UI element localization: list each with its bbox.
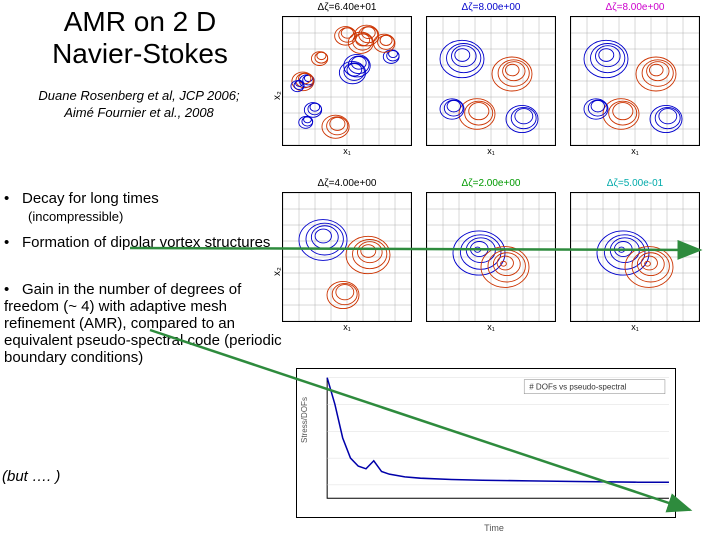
bullet-1: Decay for long times — [4, 190, 294, 207]
panel-r1c1: Δζ=6.40e+01 x₁ — [282, 2, 412, 162]
contour-plot — [426, 192, 556, 322]
contour-plot — [570, 16, 700, 146]
panel-title: Δζ=8.00e+00 — [570, 2, 700, 16]
contour-plot — [570, 192, 700, 322]
bullet-1-sub: (incompressible) — [28, 209, 294, 224]
dof-xlabel: Time — [296, 523, 692, 533]
panel-title: Δζ=5.00e-01 — [570, 178, 700, 192]
dof-chart: # DOFs vs pseudo-spectral Stress/DOFs Tim… — [296, 368, 692, 536]
panel-title: Δζ=6.40e+01 — [282, 2, 412, 16]
xlabel: x₁ — [282, 146, 412, 156]
panel-r2c2: Δζ=2.00e+00 x₁ — [426, 178, 556, 338]
xlabel: x₁ — [426, 146, 556, 156]
panel-title: Δζ=2.00e+00 — [426, 178, 556, 192]
panel-r1c2: Δζ=8.00e+00 x₁ — [426, 2, 556, 162]
contour-plot — [282, 192, 412, 322]
panel-title: Δζ=4.00e+00 — [282, 178, 412, 192]
contour-row-2: Δζ=4.00e+00 x₁ Δζ=2.00e+00 x₁ Δζ=5.00e-0… — [282, 178, 700, 338]
xlabel: x₁ — [570, 146, 700, 156]
xlabel: x₁ — [282, 322, 412, 332]
panel-title: Δζ=8.00e+00 — [426, 2, 556, 16]
panel-r1c3: Δζ=8.00e+00 x₁ — [570, 2, 700, 162]
citation: Duane Rosenberg et al, JCP 2006; Aimé Fo… — [14, 88, 264, 122]
svg-text:Stress/DOFs: Stress/DOFs — [300, 397, 309, 443]
xlabel: x₁ — [570, 322, 700, 332]
citation-line-1: Duane Rosenberg et al, JCP 2006; — [14, 88, 264, 105]
contour-row-1: Δζ=6.40e+01 x₁ Δζ=8.00e+00 x₁ Δζ=8.00e+0… — [282, 2, 700, 162]
svg-text:# DOFs vs pseudo-spectral: # DOFs vs pseudo-spectral — [529, 383, 627, 392]
bullet-list: Decay for long times (incompressible) Fo… — [4, 190, 294, 368]
panel-r2c1: Δζ=4.00e+00 x₁ — [282, 178, 412, 338]
but-note: (but …. ) — [2, 468, 60, 485]
xlabel: x₁ — [426, 322, 556, 332]
contour-plot — [426, 16, 556, 146]
citation-line-2: Aimé Fournier et al., 2008 — [14, 105, 264, 122]
bullet-3: Gain in the number of degrees of freedom… — [4, 281, 294, 366]
bullet-2: Formation of dipolar vortex structures — [4, 234, 294, 251]
contour-plot — [282, 16, 412, 146]
slide-title: AMR on 2 D Navier-Stokes — [20, 6, 260, 70]
dof-line-chart: # DOFs vs pseudo-spectral Stress/DOFs — [296, 368, 676, 518]
panel-r2c3: Δζ=5.00e-01 x₁ — [570, 178, 700, 338]
